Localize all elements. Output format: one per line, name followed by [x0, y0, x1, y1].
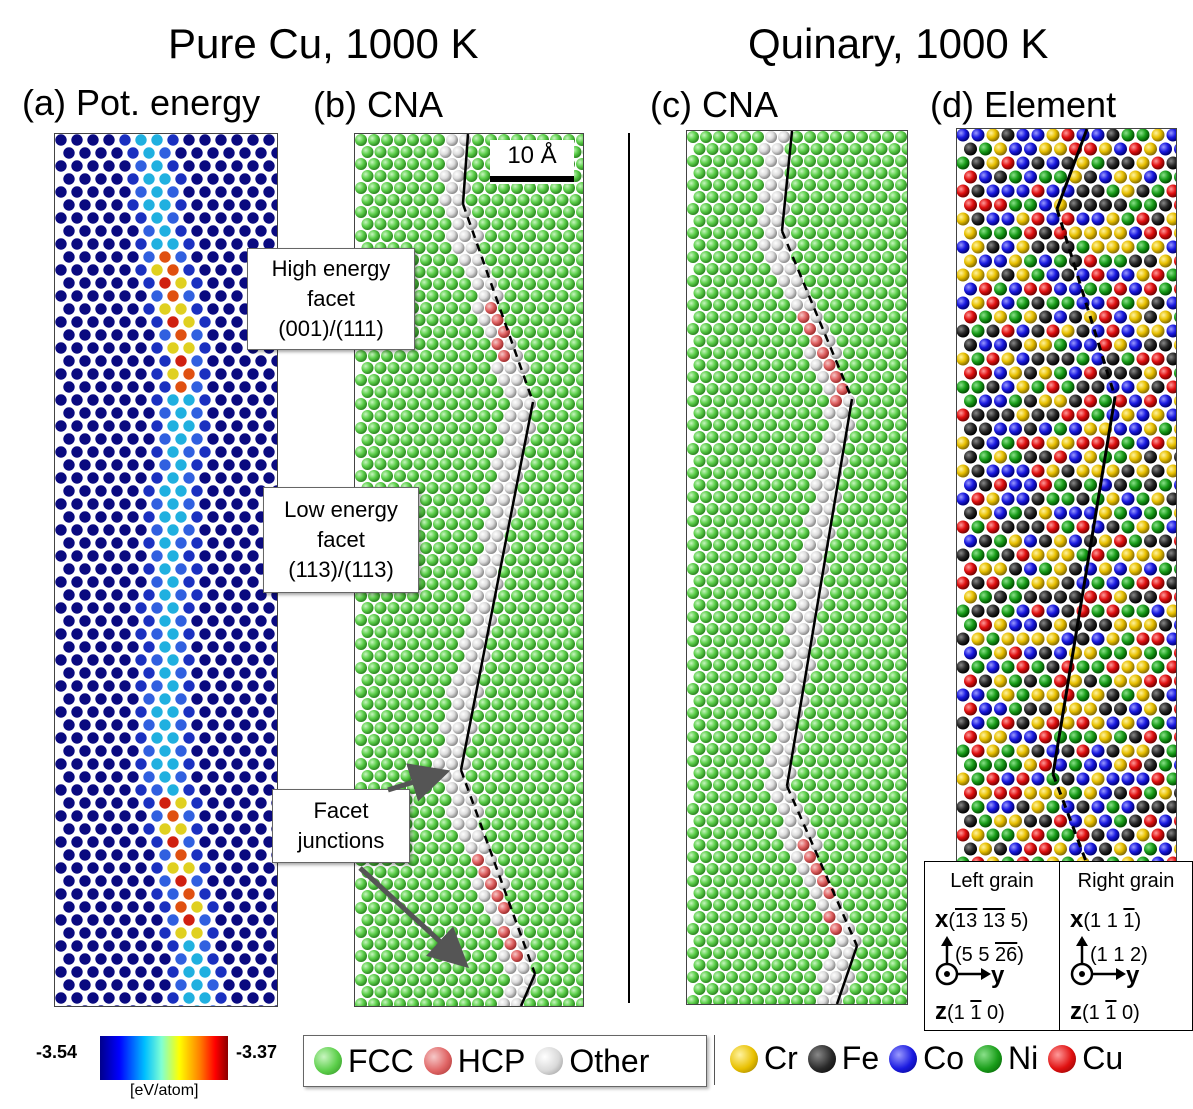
callout-junction-line1: Facet: [313, 798, 369, 823]
colorbar: [100, 1036, 228, 1080]
legend-hcp: HCP: [423, 1042, 526, 1080]
legend-cu-label: Cu: [1082, 1040, 1124, 1076]
rgx-axis: x: [1070, 906, 1084, 933]
left-grain-x-axis: x: [935, 906, 949, 933]
lgx3: 13: [982, 910, 1006, 932]
lgz1: 1: [970, 1002, 982, 1024]
panel-a-potential-energy: [54, 133, 278, 1007]
legend-cu: Cu: [1048, 1040, 1123, 1077]
callout-high-line1: High energy: [271, 256, 391, 281]
right-grain-ydir: (1 1 2): [1090, 944, 1148, 967]
callout-low-line2: facet: [317, 527, 365, 552]
panel-divider: [628, 133, 630, 1003]
other-dot-icon: [535, 1047, 564, 1075]
left-grain-title: Left grain: [950, 870, 1034, 892]
rgx2: ): [1134, 910, 1142, 932]
callout-low-line1: Low energy: [284, 497, 398, 522]
lgy2: ): [1017, 944, 1024, 966]
right-grain-y-label: y: [1126, 962, 1139, 990]
atom-map-energy: [55, 134, 277, 1006]
right-grain-z: z(1 1 0): [1070, 998, 1140, 1026]
atom-map-elements: [957, 129, 1176, 864]
rgy-axis: y: [1126, 962, 1140, 989]
colorbar-max: -3.37: [236, 1042, 278, 1062]
left-grain-z: z(1 1 0): [935, 998, 1005, 1026]
lgy-axis: y: [991, 962, 1005, 989]
lgz2: 0): [981, 1002, 1005, 1024]
cu-dot-icon: [1048, 1044, 1077, 1073]
scale-bar: 10 Å: [490, 140, 574, 184]
callout-high-energy-facet: High energy facet (001)/(111): [247, 248, 415, 350]
rgx0: (1 1: [1083, 910, 1124, 932]
panel-label-d: (d) Element: [930, 84, 1117, 125]
right-grain-box: Right grain x(1 1 1) (1 1 2) y z(1 1 0): [1059, 861, 1193, 1031]
right-axes-icon: [1070, 936, 1126, 986]
legend-cr: Cr: [730, 1040, 798, 1077]
lgy0: (5 5: [955, 944, 996, 966]
callout-low-line3: (113)/(113): [288, 557, 394, 582]
co-dot-icon: [889, 1044, 918, 1073]
left-axes-icon: [935, 936, 991, 986]
legend-cr-label: Cr: [764, 1040, 798, 1076]
legend-fcc-label: FCC: [348, 1042, 414, 1079]
colorbar-min: -3.54: [36, 1042, 78, 1062]
element-legend: Cr Fe Co Ni Cu: [730, 1040, 1133, 1077]
panel-label-b: (b) CNA: [313, 84, 444, 125]
right-grain-x: x(1 1 1): [1070, 906, 1141, 934]
lgz0: (1: [947, 1002, 971, 1024]
left-grain-x: x(13 13 5): [935, 906, 1028, 934]
legend-co-label: Co: [923, 1040, 965, 1076]
scale-bar-line: [490, 176, 574, 182]
panel-label-a: (a) Pot. energy: [22, 82, 261, 123]
atom-map-cna-quinary: [687, 131, 907, 1004]
panel-c-cna: [686, 130, 908, 1005]
header-quinary: Quinary, 1000 K: [748, 20, 1049, 67]
legend-fcc: FCC: [314, 1043, 414, 1080]
ni-dot-icon: [974, 1044, 1003, 1073]
panel-label-c: (c) CNA: [650, 84, 778, 125]
lgx0: (: [948, 910, 956, 932]
lgy1: 26: [995, 944, 1018, 966]
left-grain-y-label: y: [991, 962, 1004, 990]
legend-ni: Ni: [974, 1040, 1038, 1077]
cna-legend: FCC HCP Other: [303, 1035, 707, 1087]
legend-co: Co: [889, 1040, 964, 1077]
callout-junction-line2: junctions: [297, 828, 385, 853]
header-pure-cu: Pure Cu, 1000 K: [168, 20, 479, 67]
legend-hcp-label: HCP: [457, 1042, 526, 1079]
cr-dot-icon: [730, 1044, 758, 1073]
lgz-axis: z: [935, 998, 947, 1025]
lgx4: 5): [1005, 910, 1029, 932]
callout-facet-junctions: Facet junctions: [272, 789, 410, 863]
fcc-dot-icon: [314, 1047, 342, 1075]
legend-other-label: Other: [569, 1042, 650, 1079]
legend-divider: [714, 1035, 715, 1085]
left-grain-box: Left grain x(13 13 5) (5 5 26) y z(1 1 0…: [924, 861, 1060, 1031]
callout-low-energy-facet: Low energy facet (113)/(113): [263, 487, 419, 593]
rgx1: 1: [1123, 910, 1135, 932]
right-grain-title: Right grain: [1077, 870, 1175, 892]
colorbar-unit: [eV/atom]: [130, 1082, 199, 1099]
legend-fe: Fe: [807, 1040, 880, 1077]
left-grain-ydir: (5 5 26): [955, 944, 1024, 967]
legend-other: Other: [535, 1043, 649, 1080]
legend-ni-label: Ni: [1008, 1040, 1039, 1076]
rgz1: 1: [1105, 1002, 1117, 1024]
rgz0: (1: [1082, 1002, 1106, 1024]
hcp-dot-icon: [423, 1047, 452, 1075]
panel-d-element: [956, 128, 1177, 865]
lgx1: 13: [955, 910, 978, 932]
fe-dot-icon: [807, 1044, 836, 1073]
legend-fe-label: Fe: [841, 1040, 880, 1076]
rgy0: (1 1 2): [1090, 944, 1148, 966]
scale-bar-label: 10 Å: [507, 142, 557, 169]
callout-high-line3: (001)/(111): [278, 316, 384, 341]
rgz2: 0): [1116, 1002, 1140, 1024]
callout-high-line2: facet: [307, 286, 355, 311]
rgz-axis: z: [1070, 998, 1082, 1025]
